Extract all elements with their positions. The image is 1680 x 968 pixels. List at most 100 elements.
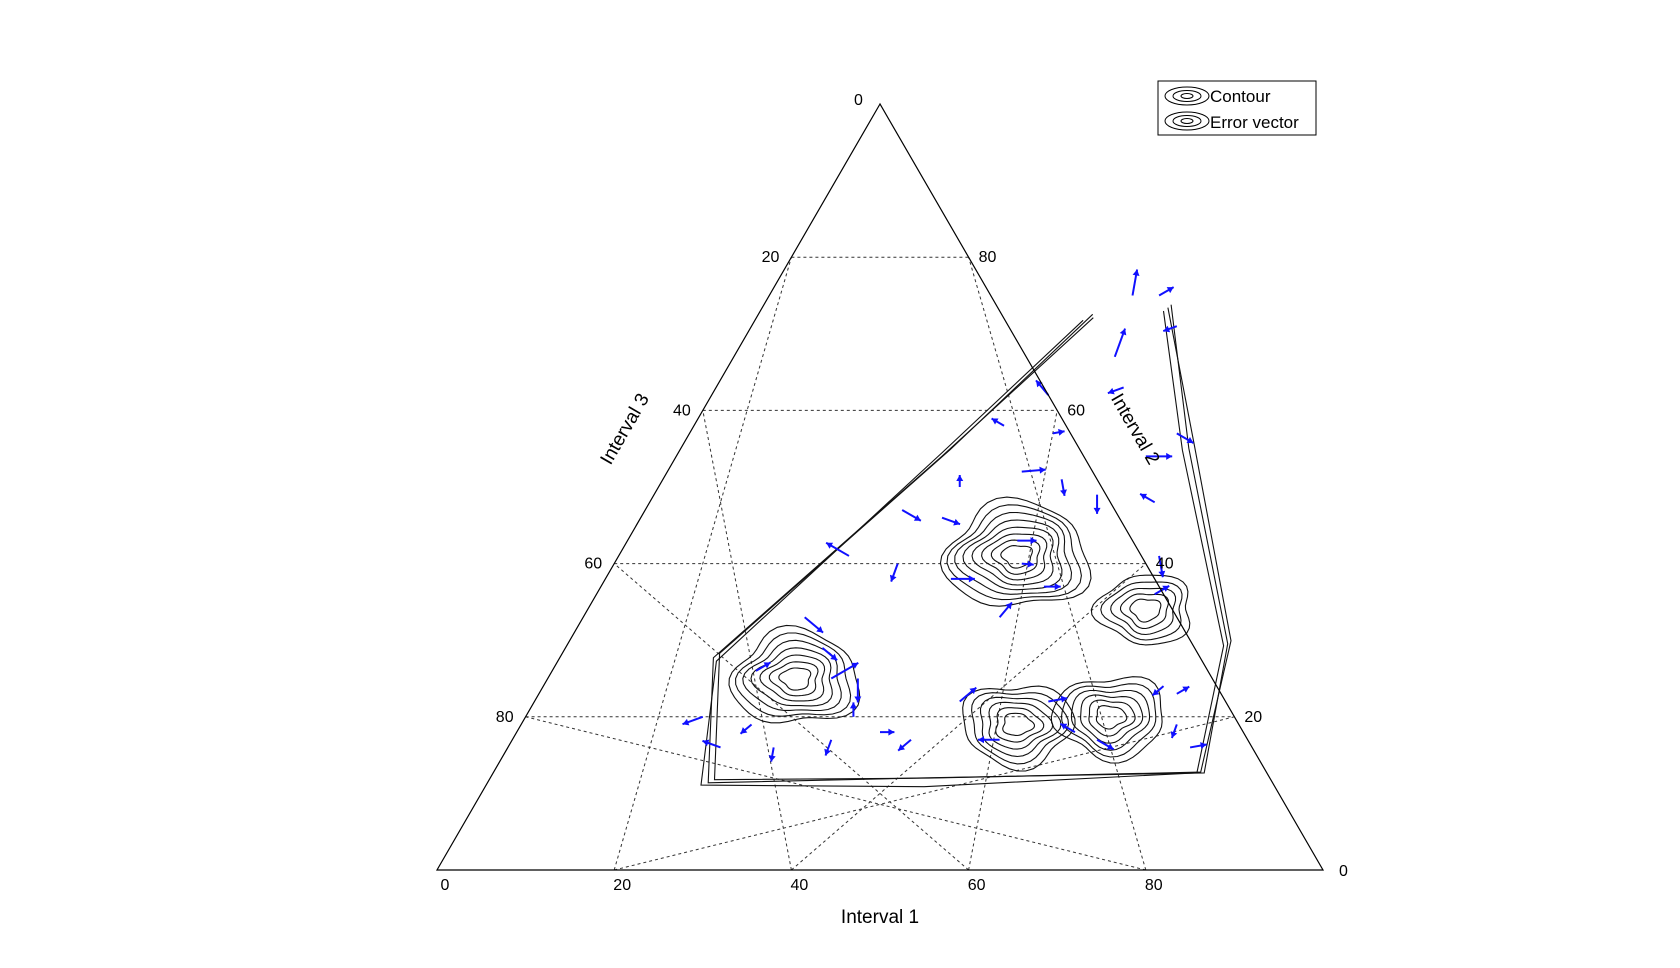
error-vector-head [1163, 325, 1171, 333]
error-vector [991, 417, 1005, 427]
error-vector [1093, 494, 1101, 514]
error-vector-head [898, 744, 905, 751]
error-vector-head [702, 739, 710, 747]
contour-2-level-7 [728, 624, 861, 724]
error-vector [755, 661, 772, 672]
grid-line-right-diagonal-80 [968, 257, 1147, 871]
error-vector [1021, 560, 1034, 568]
tick-corner-right-0: 0 [1339, 863, 1348, 880]
error-vector [1060, 479, 1067, 497]
error-vector [1021, 466, 1046, 474]
grid-lines [525, 256, 1235, 871]
contour-1-level-7 [946, 504, 1082, 601]
error-vector [768, 747, 776, 762]
error-vector-head [1182, 686, 1190, 693]
error-vector-head [1039, 466, 1046, 474]
error-vector-head [1054, 583, 1061, 591]
error-vector-head [969, 687, 977, 695]
contour-1-level-8 [939, 496, 1092, 607]
tick-bottom-40: 40 [791, 877, 809, 894]
error-vector-head [1060, 723, 1068, 730]
error-vector [998, 601, 1013, 618]
error-vector [854, 678, 862, 703]
error-vector [959, 686, 977, 703]
legend-label-error-vector: Error vector [1210, 113, 1299, 132]
error-vector-head [1166, 287, 1174, 294]
error-vector [1096, 738, 1115, 751]
error-vector [1113, 328, 1127, 358]
error-vector [804, 616, 824, 634]
contour-1-level-1 [1000, 545, 1033, 569]
error-vector-head [1170, 731, 1178, 738]
contour-5-level-3 [1110, 587, 1177, 636]
error-vector [1017, 537, 1037, 545]
legend-label-contour: Contour [1210, 87, 1271, 106]
error-vector-head [889, 574, 897, 582]
contour-3-level-5 [971, 692, 1070, 765]
error-vector-head [1140, 493, 1148, 500]
error-vector-head [888, 728, 895, 736]
contour-envelope-3 [700, 310, 1225, 788]
error-vector [1139, 493, 1156, 504]
error-vector-head [849, 702, 857, 709]
error-vector [1189, 742, 1207, 750]
error-vector [1158, 286, 1175, 297]
error-vector [830, 662, 859, 680]
axis-title-interval-2: Interval 2 [1106, 390, 1163, 468]
contour-2-level-2 [768, 661, 819, 697]
contour-5-level-2 [1119, 593, 1170, 630]
error-vector-head [1166, 452, 1173, 460]
tick-right-80: 80 [979, 249, 997, 266]
error-vector-head [851, 662, 859, 669]
error-vector [978, 736, 1000, 744]
error-vector [1052, 428, 1065, 436]
contour-4-level-3 [1080, 694, 1144, 744]
error-vector-head [740, 727, 748, 734]
tick-left-40: 40 [673, 402, 691, 419]
error-vector [1170, 724, 1178, 739]
grid-line-left-diagonal-40 [702, 410, 792, 871]
contour-5-level-1 [1129, 598, 1162, 623]
error-vector-head [1106, 743, 1114, 750]
error-vector-head [1058, 428, 1065, 436]
error-vector-head [1158, 570, 1166, 578]
tick-right-40: 40 [1156, 556, 1174, 573]
error-vectors [682, 269, 1207, 762]
tick-labels: 0 20 20 20 40 40 40 60 60 60 80 80 80 0 0 [441, 92, 1348, 894]
contour-5-level-5 [1090, 574, 1191, 646]
contour-2-level-5 [742, 639, 842, 712]
error-vector [824, 739, 833, 756]
axis-title-interval-1: Interval 1 [841, 907, 919, 928]
error-vector [880, 728, 895, 736]
error-vector-head [1030, 537, 1037, 545]
contour-envelope-2 [707, 304, 1229, 784]
error-vector [1145, 452, 1173, 460]
contour-2-level-3 [759, 654, 826, 702]
error-vector [1158, 555, 1166, 578]
legend-error-vector-icon [1164, 111, 1210, 131]
legend: Contour Error vector [1157, 80, 1317, 136]
grid-line-right-diagonal-40 [791, 563, 1147, 871]
tick-left-60: 60 [584, 556, 602, 573]
error-vector [1154, 584, 1170, 596]
contour-2-level-6 [735, 632, 852, 717]
error-vector-head [1119, 328, 1127, 336]
tick-bottom-80: 80 [1145, 877, 1163, 894]
error-vector-head [763, 662, 771, 669]
contour-1-level-4 [971, 526, 1054, 586]
error-vector-head [1093, 507, 1101, 514]
contour-2-level-4 [750, 647, 833, 707]
error-vector-head [830, 653, 838, 661]
legend-contour-icon [1164, 86, 1210, 106]
error-vector [1151, 685, 1165, 697]
error-vector-head [1152, 688, 1160, 696]
error-vector [825, 541, 850, 557]
contour-1-level-5 [962, 519, 1063, 591]
contour-5-level-4 [1100, 581, 1183, 641]
tick-bottom-20: 20 [613, 877, 631, 894]
error-vector [739, 723, 753, 735]
contour-4-level-4 [1070, 689, 1151, 751]
error-vector [1176, 432, 1194, 444]
error-vector [1162, 325, 1178, 333]
error-vector-head [1162, 585, 1170, 592]
